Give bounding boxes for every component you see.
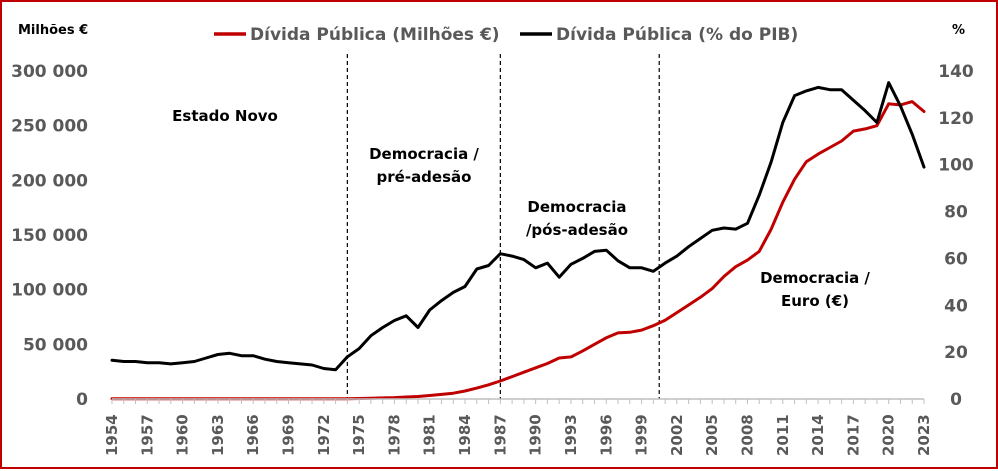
x-tick-label: 2014 (809, 414, 827, 456)
x-tick-label: 2017 (844, 414, 862, 456)
x-tick-label: 1975 (350, 414, 368, 456)
period-label-euro-line2: Euro (€) (781, 292, 849, 310)
period-label-pos-adesao-line1: Democracia (527, 198, 626, 216)
x-tick-label: 1996 (597, 414, 615, 456)
period-label-pos-adesao-line2: /pós-adesão (526, 221, 628, 239)
x-tick-label: 2005 (703, 414, 721, 456)
y-right-tick-label: 60 (944, 249, 968, 269)
x-tick-label: 1966 (244, 414, 262, 456)
y-left-axis-ticks: 0 50 000 100 000 150 000 200 000 250 000 300 0… (11, 62, 88, 410)
x-tick-label: 1981 (421, 414, 439, 456)
x-tick-label: 1972 (315, 414, 333, 456)
y-left-tick-label: 150 000 (11, 226, 88, 246)
y-right-tick-label: 120 (938, 109, 974, 129)
y-left-tick-label: 0 (76, 390, 88, 410)
y-left-tick-label: 200 000 (11, 171, 88, 191)
y-left-tick-label: 100 000 (11, 281, 88, 301)
series-layer (110, 81, 926, 401)
y-left-unit-label: Milhões € (18, 23, 88, 38)
x-tick-label: 1984 (456, 414, 474, 456)
period-label-pre-adesao-line1: Democracia / (369, 145, 479, 163)
x-tick-label: 1990 (527, 414, 545, 456)
x-tick-label: 1993 (562, 414, 580, 456)
x-tick-label: 2008 (738, 414, 756, 456)
y-right-tick-label: 40 (944, 296, 968, 316)
period-label-euro-line1: Democracia / (760, 269, 870, 287)
legend-label-debt-gdp: Dívida Pública (% do PIB) (556, 25, 798, 45)
x-tick-label: 1969 (280, 414, 298, 456)
x-tick-label: 1999 (633, 414, 651, 456)
y-left-tick-label: 50 000 (23, 335, 88, 355)
x-tick-label: 1960 (174, 414, 192, 456)
series-line-debt-gdp (110, 81, 926, 372)
x-tick-label: 2002 (668, 414, 686, 456)
x-tick-label: 2023 (915, 414, 933, 456)
y-right-tick-label: 140 (938, 62, 974, 82)
x-tick-label: 1978 (385, 414, 403, 456)
x-tick-label: 2011 (774, 414, 792, 456)
y-right-tick-label: 20 (944, 343, 968, 363)
x-tick-label: 1954 (103, 414, 121, 456)
y-right-axis-ticks: 0 20 40 60 80 100 120 140 (938, 62, 974, 410)
x-tick-label: 1957 (138, 414, 156, 456)
x-tick-label: 2020 (880, 414, 898, 456)
period-label-estado-novo: Estado Novo (172, 107, 278, 125)
y-right-tick-label: 80 (944, 203, 968, 223)
y-right-tick-label: 100 (938, 156, 974, 176)
period-label-pre-adesao-line2: pré-adesão (377, 168, 472, 186)
legend: Dívida Pública (Milhões €) Dívida Públic… (214, 25, 798, 45)
y-right-tick-label: 0 (950, 390, 962, 410)
y-right-unit-label: % (952, 23, 965, 38)
x-axis: 1954 1957 1960 1963 1966 1969 1972 1975 1978 1981… (103, 398, 933, 456)
y-left-tick-label: 300 000 (11, 62, 88, 82)
legend-label-debt-eur: Dívida Pública (Milhões €) (250, 25, 500, 45)
period-dividers (346, 54, 660, 399)
x-tick-label: 1963 (209, 414, 227, 456)
x-tick-label: 1987 (491, 414, 509, 456)
y-left-tick-label: 250 000 (11, 117, 88, 137)
